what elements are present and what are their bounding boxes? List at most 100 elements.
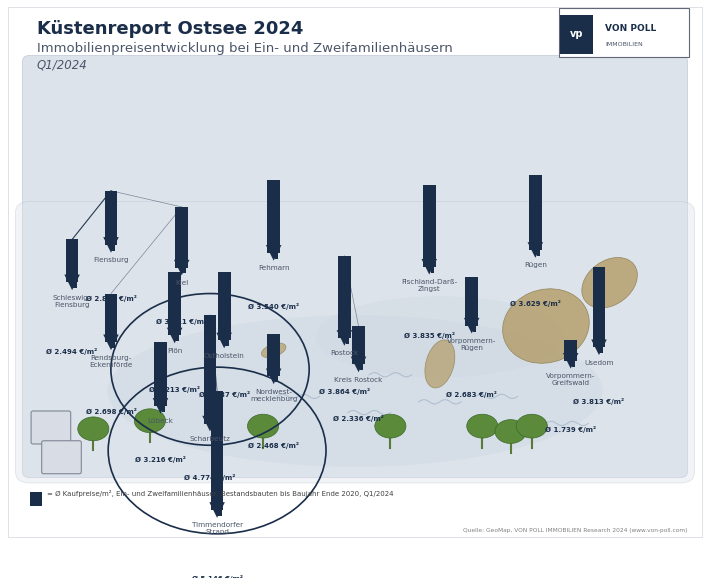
Text: Ø 3.629 €/m²: Ø 3.629 €/m² (510, 301, 561, 307)
Circle shape (134, 409, 165, 432)
Bar (572, 360, 575, 366)
Text: Ø 2.885 €/m²: Ø 2.885 €/m² (86, 295, 136, 302)
Ellipse shape (107, 315, 603, 466)
Polygon shape (464, 318, 479, 334)
Text: Ø 3.864 €/m²: Ø 3.864 €/m² (319, 388, 370, 395)
Polygon shape (103, 237, 119, 253)
Bar (226, 339, 229, 346)
Bar (175, 207, 188, 268)
Polygon shape (174, 260, 190, 275)
Text: Ø 2.698 €/m²: Ø 2.698 €/m² (86, 408, 136, 415)
Polygon shape (217, 333, 232, 349)
Polygon shape (591, 339, 607, 355)
Bar (183, 266, 186, 273)
Bar (204, 315, 217, 424)
Ellipse shape (425, 340, 455, 388)
Bar (537, 249, 540, 256)
Bar (112, 244, 116, 251)
Text: Rostock: Rostock (330, 350, 359, 357)
Bar (112, 342, 116, 348)
Text: Usedom: Usedom (584, 360, 613, 366)
Text: Küstenreport Ostsee 2024: Küstenreport Ostsee 2024 (37, 20, 303, 38)
Circle shape (466, 414, 498, 438)
Bar (212, 423, 214, 429)
Text: Kreis Rostock: Kreis Rostock (334, 377, 383, 383)
Ellipse shape (316, 297, 564, 377)
Text: Vorpommern-
Greifswald: Vorpommern- Greifswald (546, 373, 596, 386)
Text: Timmendorfer
Strand: Timmendorfer Strand (192, 523, 243, 535)
Bar (104, 294, 117, 342)
Bar (211, 391, 224, 510)
FancyBboxPatch shape (16, 202, 694, 483)
Text: Quelle: GeoMap, VON POLL IMMOBILIEN Research 2024 (www.von-poll.com): Quelle: GeoMap, VON POLL IMMOBILIEN Rese… (463, 528, 687, 533)
Polygon shape (528, 242, 543, 258)
Text: Ø 2.494 €/m²: Ø 2.494 €/m² (46, 348, 98, 355)
Bar (529, 175, 542, 250)
Bar (275, 375, 278, 382)
FancyBboxPatch shape (559, 9, 689, 57)
Text: Fischland-Darß-
Zingst: Fischland-Darß- Zingst (401, 279, 457, 292)
Text: VON POLL: VON POLL (606, 24, 657, 33)
Polygon shape (266, 369, 281, 384)
Polygon shape (422, 259, 437, 275)
Text: Kiel: Kiel (175, 280, 188, 286)
Polygon shape (153, 398, 168, 414)
Text: Q1/2024: Q1/2024 (37, 58, 87, 71)
Text: Rendsburg-
Eckernförde: Rendsburg- Eckernförde (89, 355, 133, 368)
Bar (168, 272, 181, 335)
Polygon shape (266, 245, 281, 261)
Polygon shape (202, 416, 218, 431)
Bar (218, 272, 231, 340)
Bar (360, 364, 363, 370)
Polygon shape (65, 275, 80, 290)
FancyBboxPatch shape (23, 55, 687, 477)
Text: Ø 3.835 €/m²: Ø 3.835 €/m² (404, 332, 455, 339)
Bar (346, 337, 349, 344)
Text: IMMOBILIEN: IMMOBILIEN (606, 42, 643, 47)
Bar (275, 252, 278, 259)
Bar (73, 281, 77, 288)
FancyBboxPatch shape (31, 411, 71, 444)
Text: Ø 3.387 €/m²: Ø 3.387 €/m² (199, 391, 250, 398)
FancyBboxPatch shape (560, 15, 593, 54)
Bar (600, 346, 603, 353)
Bar (219, 509, 222, 516)
Text: Immobilienpreisentwicklung bei Ein- und Zweifamilienhäusern: Immobilienpreisentwicklung bei Ein- und … (37, 42, 452, 55)
Text: Plön: Plön (167, 348, 182, 354)
Text: Ø 3.540 €/m²: Ø 3.540 €/m² (248, 303, 299, 310)
Text: Ø 2.468 €/m²: Ø 2.468 €/m² (248, 442, 299, 449)
Text: Ø 5.146 €/m²: Ø 5.146 €/m² (192, 576, 243, 578)
Bar (473, 325, 476, 332)
Bar (162, 405, 165, 412)
Circle shape (516, 414, 547, 438)
Text: Ø 3.111 €/m²: Ø 3.111 €/m² (156, 318, 207, 325)
Circle shape (248, 414, 278, 438)
Ellipse shape (503, 289, 589, 364)
Bar (154, 342, 167, 406)
Bar (176, 335, 179, 341)
Text: Ø 2.336 €/m²: Ø 2.336 €/m² (333, 414, 384, 422)
Text: Scharbeutz: Scharbeutz (190, 436, 231, 442)
Text: Schleswig-
Flensburg: Schleswig- Flensburg (53, 295, 92, 308)
Polygon shape (351, 357, 366, 372)
Bar (104, 191, 117, 245)
Text: Rügen: Rügen (524, 262, 547, 268)
Text: Ø 3.213 €/m²: Ø 3.213 €/m² (149, 386, 200, 393)
Bar (352, 326, 365, 364)
Text: = Ø Kaufpreise/m², Ein- und Zweifamilienhäuser, Bestandsbauten bis Baujahr Ende : = Ø Kaufpreise/m², Ein- und Zweifamilien… (48, 490, 394, 497)
Bar (593, 266, 606, 347)
Text: Lübeck: Lübeck (148, 418, 173, 424)
Bar (267, 334, 280, 376)
Bar (30, 492, 43, 506)
Text: vp: vp (569, 29, 583, 39)
Text: Ø 4.774 €/m²: Ø 4.774 €/m² (185, 474, 236, 481)
Bar (66, 239, 79, 283)
Bar (465, 277, 478, 325)
Bar (338, 255, 351, 338)
Bar (564, 339, 577, 361)
Circle shape (375, 414, 406, 438)
Polygon shape (563, 353, 579, 369)
Polygon shape (209, 502, 225, 518)
Text: Ø 3.813 €/m²: Ø 3.813 €/m² (574, 398, 625, 405)
Circle shape (495, 420, 526, 443)
